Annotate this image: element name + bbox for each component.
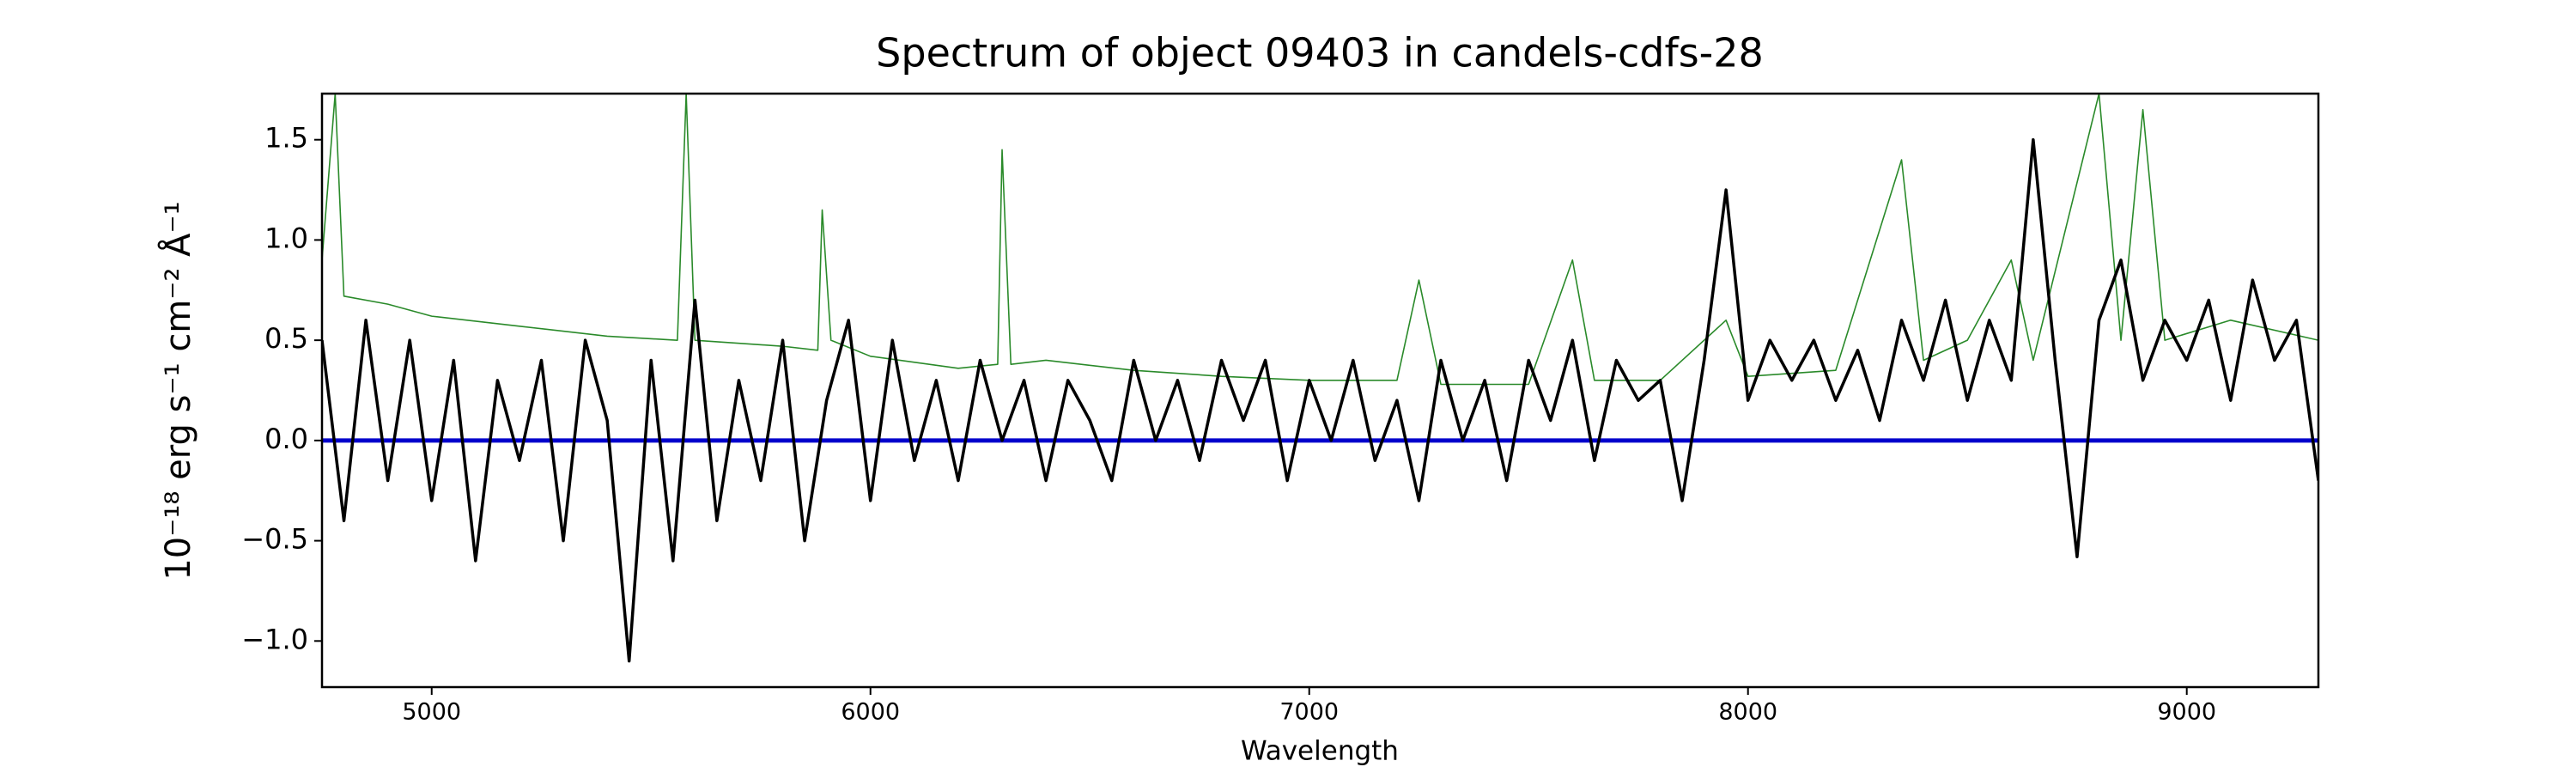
y-tick-label: 0.0	[264, 423, 308, 455]
x-tick-label: 5000	[402, 699, 461, 726]
x-tick-label: 8000	[1718, 699, 1777, 726]
y-tick-label: 0.5	[264, 322, 308, 355]
y-tick-label: 1.5	[264, 122, 308, 155]
x-tick-label: 9000	[2157, 699, 2216, 726]
y-tick-label: 1.0	[264, 222, 308, 254]
spectrum-line	[322, 94, 2318, 386]
plot-frame	[320, 92, 2320, 689]
spectrum-line	[322, 137, 2318, 663]
x-axis-label: Wavelength	[1241, 736, 1399, 767]
y-axis-label: 10⁻¹⁸ erg s⁻¹ cm⁻² Å⁻¹	[157, 201, 198, 580]
plot-area	[322, 94, 2318, 663]
y-tick-label: −1.0	[241, 623, 308, 655]
x-tick-label: 7000	[1279, 699, 1339, 726]
y-tick-label: −0.5	[241, 523, 308, 556]
chart-title: Spectrum of object 09403 in candels-cdfs…	[876, 30, 1764, 76]
x-tick-label: 6000	[841, 699, 900, 726]
